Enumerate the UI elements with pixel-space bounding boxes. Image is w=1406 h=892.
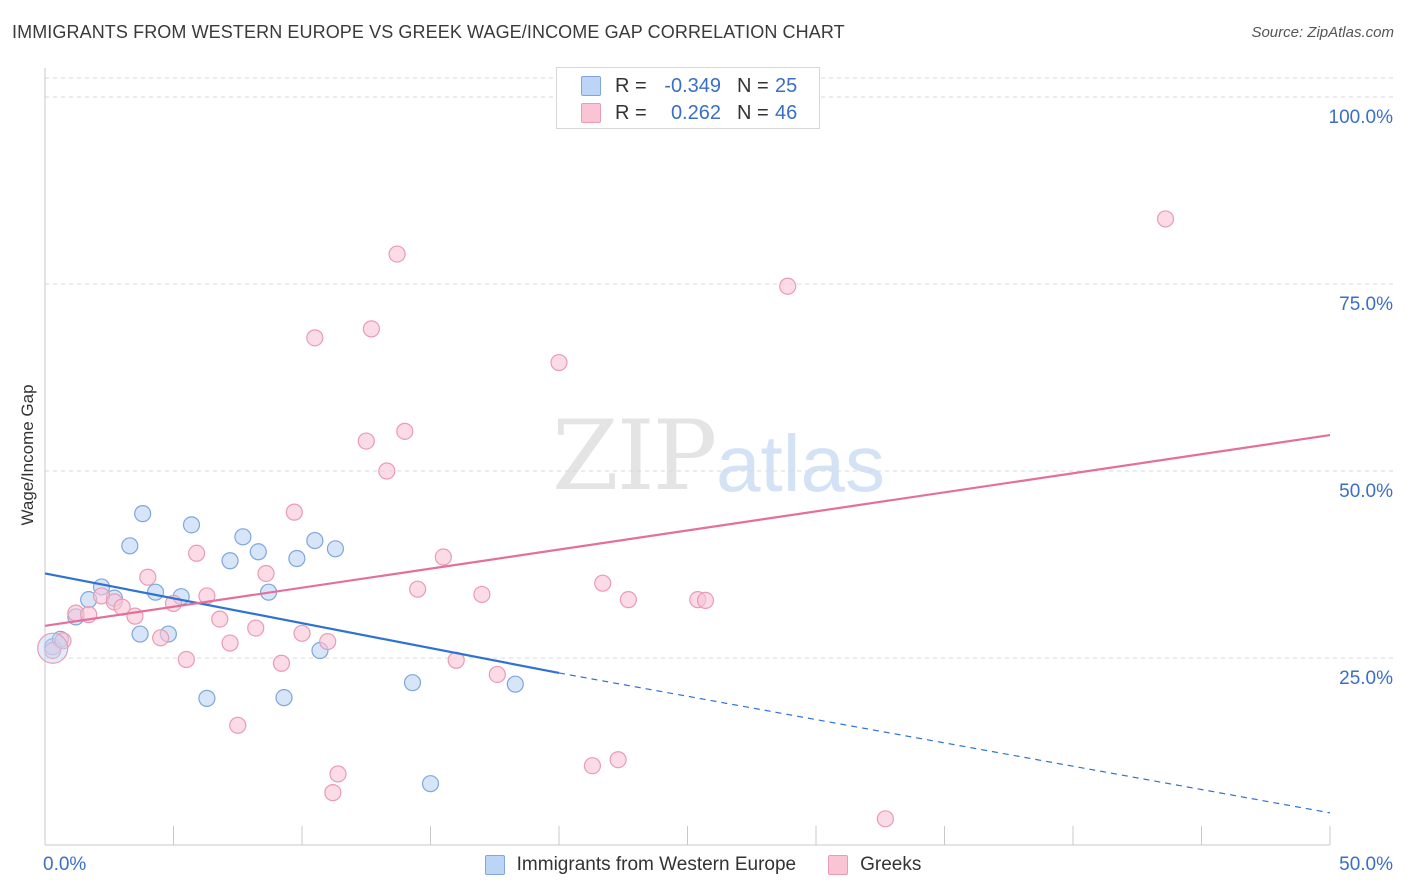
- point-western-europe: [249, 543, 267, 561]
- correlation-legend: R = -0.349 N = 25 R = 0.262 N = 46: [556, 67, 820, 129]
- legend-n-value: 46: [775, 101, 798, 124]
- point-greeks: [779, 277, 797, 295]
- legend-row-blue: R = -0.349 N = 25: [581, 72, 797, 100]
- point-greeks: [211, 610, 229, 628]
- point-greeks: [126, 607, 144, 625]
- y-tick-label: 50.0%: [1339, 481, 1393, 502]
- series-legend-label: Immigrants from Western Europe: [516, 854, 797, 875]
- point-greeks: [362, 320, 380, 338]
- point-greeks: [188, 544, 206, 562]
- y-tick-label: 25.0%: [1339, 668, 1393, 689]
- point-greeks: [488, 665, 506, 684]
- legend-row-pink: R = 0.262 N = 46: [581, 99, 797, 127]
- point-greeks: [247, 619, 265, 637]
- series-legend-label: Greeks: [860, 854, 922, 875]
- watermark-atlas: atlas: [716, 419, 885, 508]
- point-greeks: [1156, 210, 1175, 228]
- point-western-europe: [288, 549, 306, 568]
- chart-title: IMMIGRANTS FROM WESTERN EUROPE VS GREEK …: [12, 22, 845, 42]
- point-greeks: [409, 580, 427, 598]
- point-western-europe: [146, 583, 165, 601]
- legend-swatch-pink: [581, 103, 601, 123]
- legend-n-value: 25: [775, 74, 798, 97]
- point-western-europe: [326, 540, 345, 558]
- point-western-europe: [403, 674, 422, 692]
- point-greeks: [152, 629, 170, 647]
- point-western-europe: [275, 689, 293, 707]
- x-tick-label: 0.0%: [43, 854, 86, 875]
- trend-layer: [44, 434, 1331, 814]
- point-greeks: [876, 810, 894, 828]
- y-tick-label: 100.0%: [1329, 107, 1394, 128]
- series-legend: Immigrants from Western Europe Greeks: [0, 852, 1406, 878]
- trend-line-greeks: [44, 434, 1331, 627]
- series-legend-item-greeks[interactable]: Greeks: [828, 854, 921, 876]
- point-greeks: [396, 422, 414, 440]
- legend-swatch-blue: [581, 76, 601, 96]
- point-greeks: [388, 245, 406, 263]
- point-western-europe: [182, 516, 201, 534]
- point-greeks: [177, 650, 195, 669]
- point-greeks: [550, 353, 568, 372]
- point-western-europe: [131, 625, 149, 643]
- point-greeks: [257, 564, 275, 583]
- label-layer: 25.0% 50.0% 75.0% 100.0% 0.0% 50.0%: [43, 107, 1393, 875]
- point-greeks: [306, 329, 324, 347]
- y-axis-label: Wage/Income Gap: [18, 384, 37, 526]
- grid-layer: [45, 77, 1393, 659]
- point-greeks: [609, 751, 627, 769]
- x-tick-label: 50.0%: [1339, 854, 1393, 875]
- point-western-europe: [506, 675, 524, 693]
- legend-r-value: 0.262: [670, 101, 721, 124]
- point-greeks: [221, 634, 239, 652]
- point-western-europe: [421, 775, 440, 793]
- point-western-europe: [221, 552, 239, 570]
- point-greeks: [229, 716, 247, 734]
- point-greeks: [434, 548, 452, 566]
- point-greeks: [319, 632, 337, 651]
- series-swatch-blue: [484, 855, 505, 875]
- points-layer: [37, 210, 1175, 828]
- legend-r-label: R =: [615, 74, 647, 97]
- legend-r-label: R =: [615, 101, 647, 124]
- y-tick-label: 75.0%: [1339, 294, 1393, 315]
- point-greeks: [285, 503, 303, 521]
- point-greeks: [293, 624, 311, 642]
- point-cluster: [37, 632, 69, 664]
- point-greeks: [473, 585, 491, 604]
- point-greeks: [324, 784, 342, 802]
- point-western-europe: [198, 689, 216, 707]
- series-legend-item-western-europe[interactable]: Immigrants from Western Europe: [484, 854, 797, 876]
- series-swatch-pink: [828, 855, 849, 875]
- point-greeks: [583, 757, 602, 775]
- point-greeks: [696, 591, 715, 610]
- point-western-europe: [121, 537, 139, 555]
- point-western-europe: [134, 505, 152, 523]
- point-greeks: [619, 591, 637, 609]
- legend-r-value: -0.349: [664, 74, 721, 97]
- watermark-zip: ZIP: [552, 400, 717, 512]
- point-greeks: [594, 574, 612, 592]
- legend-n-label: N =: [737, 101, 769, 124]
- trend-line-western-europe: [44, 572, 560, 675]
- point-greeks: [139, 568, 157, 586]
- point-western-europe: [306, 531, 324, 550]
- point-greeks: [329, 765, 347, 783]
- point-greeks: [378, 462, 396, 480]
- point-greeks: [272, 654, 291, 672]
- point-western-europe: [234, 528, 252, 546]
- point-greeks: [357, 432, 375, 450]
- axis-layer: [44, 68, 1331, 846]
- legend-n-label: N =: [737, 74, 769, 97]
- trend-line-western-europe-extension: [558, 672, 1331, 814]
- chart-source: Source: ZipAtlas.com: [1251, 24, 1394, 41]
